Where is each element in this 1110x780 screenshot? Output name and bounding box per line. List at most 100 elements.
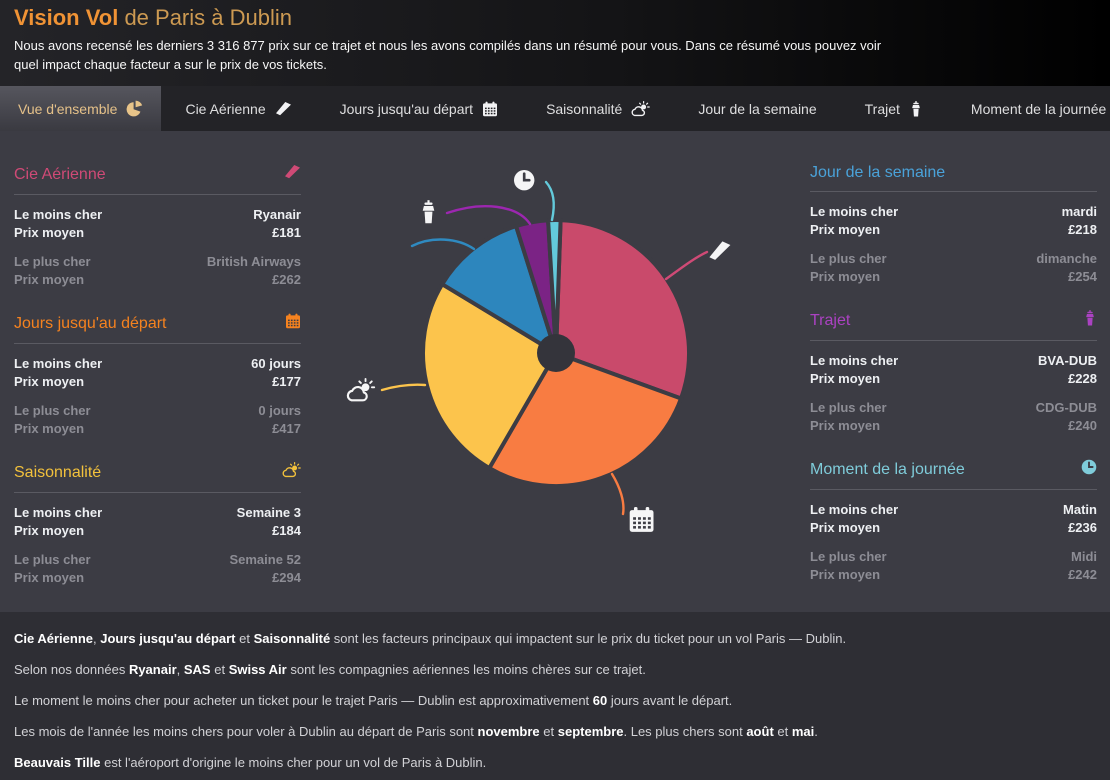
tab-label: Cie Aérienne — [185, 100, 266, 117]
summary-highlight: 60 — [592, 693, 608, 708]
panel-header: Jours jusqu'au départ — [14, 313, 301, 344]
tab-jours-jusqu-au-depart[interactable]: Jours jusqu'au départ — [316, 86, 522, 131]
wing-icon — [709, 241, 731, 260]
cheapest-pair: Le moins cher BVA-DUB Prix moyen £228 — [810, 352, 1097, 388]
tab-vue-d-ensemble[interactable]: Vue d'ensemble — [0, 86, 162, 131]
tab-label: Jours jusqu'au départ — [339, 100, 474, 117]
stat-row: Le plus cher CDG-DUB — [810, 399, 1097, 417]
stat-label: Prix moyen — [14, 272, 85, 287]
tab-saisonnalite[interactable]: Saisonnalité — [522, 86, 674, 131]
wing-icon — [275, 101, 292, 117]
stat-row: Le plus cher Midi — [810, 548, 1097, 566]
stat-row: Prix moyen £218 — [810, 221, 1097, 239]
stat-value: Semaine 52 — [229, 552, 301, 567]
stat-value: dimanche — [1036, 251, 1097, 266]
panel-header: Saisonnalité — [14, 462, 301, 493]
tower-icon — [422, 200, 435, 224]
tab-cie-aerienne[interactable]: Cie Aérienne — [161, 86, 315, 131]
most-expensive-pair: Le plus cher Midi Prix moyen £242 — [810, 548, 1097, 584]
stat-label: Le plus cher — [810, 251, 887, 266]
stat-label: Le plus cher — [810, 549, 887, 564]
summary-highlight: Swiss Air — [228, 662, 287, 677]
stat-label: Le plus cher — [810, 400, 887, 415]
page-header: Vision Vol de Paris à Dublin Nous avons … — [0, 0, 1110, 86]
pie-slice-saisonnalite[interactable] — [421, 282, 558, 471]
stat-label: Prix moyen — [810, 371, 881, 386]
calendar-icon — [629, 507, 654, 532]
calendar-icon — [285, 313, 301, 334]
tower-icon — [1083, 310, 1097, 331]
pie-icon — [126, 100, 143, 117]
panel-trajet: Trajet Le moins cher BVA-DUB Prix moyen £228… — [810, 310, 1097, 435]
tab-label: Trajet — [864, 100, 900, 117]
stat-value: Matin — [1063, 502, 1097, 517]
stat-row: Prix moyen £240 — [810, 417, 1097, 435]
sun-cloud-icon — [631, 100, 651, 117]
stat-label: Le moins cher — [810, 353, 899, 368]
calendar-icon — [482, 101, 498, 117]
stat-label: Prix moyen — [810, 567, 881, 582]
pie-slice-moment-de-la-journee[interactable] — [546, 218, 563, 355]
summary-text: et — [235, 631, 254, 646]
stat-value: Midi — [1071, 549, 1097, 564]
panel-title: Saisonnalité — [14, 463, 102, 481]
summary-highlight: Saisonnalité — [253, 631, 331, 646]
stat-row: Prix moyen £294 — [14, 569, 301, 587]
leader-line-saisonnalite — [380, 383, 427, 392]
most-expensive-pair: Le plus cher dimanche Prix moyen £254 — [810, 250, 1097, 286]
pie-chart-svg — [346, 169, 731, 532]
stat-value: £242 — [1068, 567, 1097, 582]
stat-row: Prix moyen £177 — [14, 373, 301, 391]
tab-moment-de-la-journee[interactable]: Moment de la journée — [947, 86, 1110, 131]
panel-title: Moment de la journée — [810, 460, 965, 478]
cheapest-pair: Le moins cher Ryanair Prix moyen £181 — [14, 206, 301, 242]
tab-trajet[interactable]: Trajet — [841, 86, 947, 131]
clock-icon — [513, 169, 535, 191]
stat-value: £240 — [1068, 418, 1097, 433]
summary-line-2: Selon nos données Ryanair, SAS et Swiss … — [14, 662, 1096, 677]
leader-line-moment-de-la-journee — [544, 180, 555, 222]
stat-row: Prix moyen £184 — [14, 522, 301, 540]
summary-highlight: mai — [791, 724, 815, 739]
summary-text: est l'aéroport d'origine le moins cher p… — [100, 755, 487, 770]
clock-icon — [1081, 459, 1097, 480]
stat-value: Semaine 3 — [236, 505, 301, 520]
stat-row: Le moins cher Semaine 3 — [14, 504, 301, 522]
wing-icon — [284, 164, 301, 185]
stat-value: CDG-DUB — [1035, 400, 1097, 415]
tab-label: Moment de la journée — [970, 100, 1107, 117]
tab-bar: Vue d'ensemble Cie Aérienne Jours jusqu'au… — [0, 86, 1110, 131]
summary-text: , — [93, 631, 101, 646]
stat-label: Le moins cher — [14, 356, 103, 371]
stat-row: Prix moyen £181 — [14, 224, 301, 242]
cheapest-pair: Le moins cher Semaine 3 Prix moyen £184 — [14, 504, 301, 540]
page-title-secondary: de Paris à Dublin — [118, 5, 292, 30]
summary-highlight: août — [746, 724, 774, 739]
most-expensive-pair: Le plus cher British Airways Prix moyen £26… — [14, 253, 301, 289]
stat-label: Prix moyen — [14, 225, 85, 240]
stat-value: Ryanair — [253, 207, 301, 222]
stat-value: 0 jours — [258, 403, 301, 418]
most-expensive-pair: Le plus cher 0 jours Prix moyen £417 — [14, 402, 301, 438]
stat-label: Prix moyen — [14, 421, 85, 436]
stat-row: Le plus cher Semaine 52 — [14, 551, 301, 569]
summary-text: . Les plus chers sont — [623, 724, 747, 739]
stat-label: Prix moyen — [14, 374, 85, 389]
panel-jours-jusqu-au-depart: Jours jusqu'au départ Le moins cher 60 jou… — [14, 313, 301, 438]
page-title: Vision Vol de Paris à Dublin — [14, 4, 1110, 32]
summary-text: Selon nos données — [14, 662, 129, 677]
leader-line-jours-jusqu-au-depart — [610, 472, 625, 516]
stat-row: Le moins cher mardi — [810, 203, 1097, 221]
tab-jour-de-la-semaine[interactable]: Jour de la semaine — [674, 86, 840, 131]
summary-line-3: Le moment le moins cher pour acheter un … — [14, 693, 1096, 708]
summary-line-4: Les mois de l'année les moins chers pour… — [14, 724, 1096, 739]
summary-highlight: Jours jusqu'au départ — [100, 631, 236, 646]
stat-label: Le moins cher — [14, 505, 103, 520]
summary-highlight: Beauvais Tille — [14, 755, 101, 770]
stat-label: Le plus cher — [14, 254, 91, 269]
sun-cloud-icon — [282, 462, 301, 483]
stat-label: Prix moyen — [810, 222, 881, 237]
panel-cie-aerienne: Cie Aérienne Le moins cher Ryanair Prix moy… — [14, 164, 301, 289]
stat-row: Prix moyen £236 — [810, 519, 1097, 537]
overview-section: Cie Aérienne Le moins cher Ryanair Prix moy… — [0, 131, 1110, 612]
